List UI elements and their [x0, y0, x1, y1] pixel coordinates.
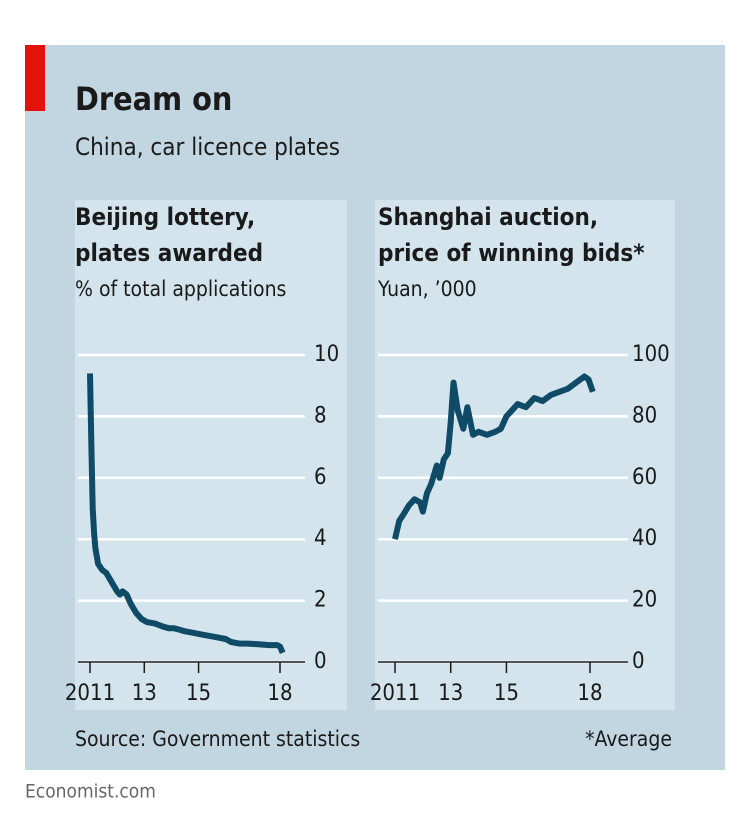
y-tick-label: 4 [314, 526, 327, 551]
y-tick-label: 0 [314, 649, 327, 674]
panel-subtitle: Yuan, ’000 [377, 277, 477, 301]
y-tick-label: 0 [632, 649, 645, 674]
y-tick-label: 10 [314, 342, 339, 367]
brand: Economist.com [25, 781, 156, 803]
red-tag [25, 45, 45, 111]
x-tick-label: 15 [494, 681, 519, 706]
y-tick-label: 2 [314, 588, 327, 613]
y-tick-label: 40 [632, 526, 657, 551]
y-tick-label: 80 [632, 403, 657, 428]
panel-left [75, 200, 347, 710]
x-tick-label: 15 [186, 681, 211, 706]
x-tick-label: 18 [577, 681, 602, 706]
y-tick-label: 20 [632, 588, 657, 613]
y-tick-label: 60 [632, 465, 657, 490]
data-line [87, 373, 286, 654]
x-tick-label: 2011 [370, 681, 420, 706]
y-tick-label: 100 [632, 342, 670, 367]
panel-title: price of winning bids* [378, 239, 644, 267]
data-line [392, 373, 596, 540]
title: Dream on [75, 80, 232, 118]
panel-title: Beijing lottery, [75, 203, 255, 231]
x-tick-label: 13 [438, 681, 463, 706]
x-tick-label: 13 [132, 681, 157, 706]
y-tick-label: 6 [314, 465, 327, 490]
panel-title: Shanghai auction, [378, 203, 598, 231]
x-tick-label: 18 [267, 681, 292, 706]
x-tick-label: 2011 [65, 681, 115, 706]
subtitle: China, car licence plates [75, 133, 340, 161]
panel-title: plates awarded [75, 239, 263, 267]
y-tick-label: 8 [314, 403, 327, 428]
panel-subtitle: % of total applications [75, 277, 286, 301]
panel-right [375, 200, 675, 710]
footnote: *Average [585, 727, 672, 751]
source: Source: Government statistics [75, 727, 360, 751]
